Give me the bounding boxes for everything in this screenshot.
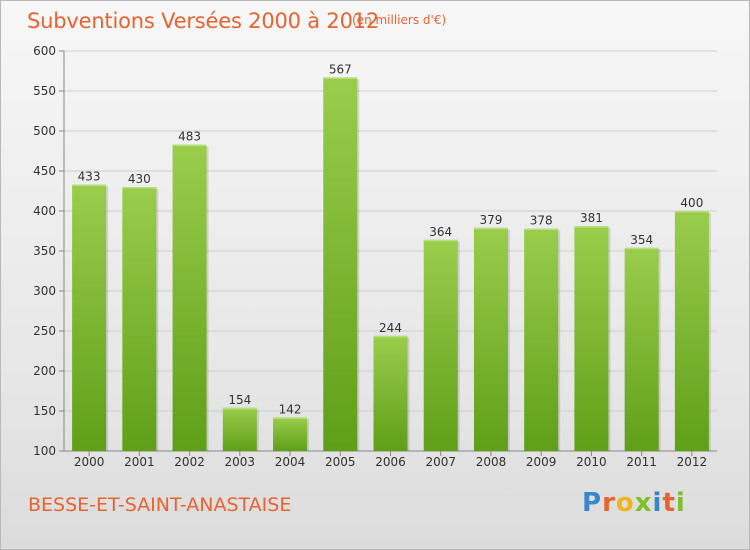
data-label: 381 bbox=[580, 211, 603, 225]
x-tick-label: 2000 bbox=[74, 455, 105, 469]
x-tick-label: 2002 bbox=[174, 455, 205, 469]
x-tick-label: 2001 bbox=[124, 455, 155, 469]
y-tick-label: 600 bbox=[33, 44, 56, 58]
y-tick-label: 500 bbox=[33, 124, 56, 138]
bar-top-edge bbox=[373, 335, 408, 338]
bar-2001 bbox=[122, 187, 157, 451]
chart-unit-note: (en milliers d'€) bbox=[352, 13, 447, 27]
bar-2003 bbox=[222, 407, 257, 451]
y-tick-label: 200 bbox=[33, 364, 56, 378]
bar-top-edge bbox=[122, 187, 157, 189]
label-layer: 433 430 483 154 142 567 244 364 379 378 381 354 400 bbox=[78, 62, 704, 416]
data-label: 142 bbox=[279, 402, 302, 416]
bar-top-edge bbox=[273, 417, 308, 419]
data-label: 244 bbox=[379, 321, 402, 335]
bar-top-edge bbox=[72, 184, 107, 187]
logo-letter: P bbox=[582, 488, 603, 518]
data-label: 430 bbox=[128, 172, 151, 186]
bar-top-edge bbox=[323, 77, 358, 79]
y-tick-label: 150 bbox=[33, 404, 56, 418]
bar-2012 bbox=[674, 211, 709, 451]
bar-2006 bbox=[373, 335, 408, 451]
logo-letter: i bbox=[652, 488, 663, 518]
x-tick-label: 2011 bbox=[626, 455, 657, 469]
y-tick-label: 400 bbox=[33, 204, 56, 218]
logo-letter: i bbox=[675, 488, 686, 518]
bar-2011 bbox=[624, 247, 659, 451]
bar-2002 bbox=[172, 144, 207, 451]
y-tick-label: 350 bbox=[33, 244, 56, 258]
bar-2005 bbox=[323, 77, 358, 452]
bar-2008 bbox=[473, 227, 508, 451]
data-label: 433 bbox=[78, 170, 101, 184]
bar-top-edge bbox=[574, 226, 609, 228]
logo-letter: x bbox=[634, 488, 653, 518]
proxiti-logo[interactable]: Proxiti bbox=[582, 488, 686, 518]
y-tick-label: 250 bbox=[33, 324, 56, 338]
bar-top-edge bbox=[172, 144, 207, 147]
x-tick-label: 2007 bbox=[425, 455, 456, 469]
x-tick-label: 2006 bbox=[375, 455, 406, 469]
data-label: 154 bbox=[228, 393, 251, 407]
x-tick-label: 2008 bbox=[476, 455, 507, 469]
bar-2010 bbox=[574, 226, 609, 451]
data-label: 379 bbox=[480, 213, 503, 227]
x-tick-label: 2009 bbox=[526, 455, 557, 469]
data-label: 567 bbox=[329, 62, 352, 76]
x-tick-label: 2010 bbox=[576, 455, 607, 469]
chart-title: Subventions Versées 2000 à 2012 bbox=[27, 9, 380, 33]
bar-top-edge bbox=[624, 247, 659, 250]
bar-top-edge bbox=[674, 211, 709, 213]
y-tick-label: 300 bbox=[33, 284, 56, 298]
data-label: 400 bbox=[680, 196, 703, 210]
x-tick-label: 2003 bbox=[225, 455, 256, 469]
x-tick-label: 2005 bbox=[325, 455, 356, 469]
y-tick-label: 100 bbox=[33, 444, 56, 458]
x-tick-label: 2012 bbox=[677, 455, 708, 469]
y-tick-label: 450 bbox=[33, 164, 56, 178]
data-label: 378 bbox=[530, 214, 553, 228]
bar-top-edge bbox=[222, 407, 257, 410]
bar-2004 bbox=[273, 417, 308, 451]
x-tick-label: 2004 bbox=[275, 455, 306, 469]
data-label: 483 bbox=[178, 130, 201, 144]
bar-2009 bbox=[524, 228, 559, 451]
logo-letter: r bbox=[602, 488, 616, 518]
data-label: 364 bbox=[429, 225, 452, 239]
bar-top-edge bbox=[524, 228, 559, 231]
bar-2000 bbox=[72, 184, 107, 451]
bar-layer bbox=[72, 77, 711, 452]
y-tick-label: 550 bbox=[33, 84, 56, 98]
bar-2007 bbox=[423, 239, 458, 451]
bar-top-edge bbox=[473, 227, 508, 230]
bar-top-edge bbox=[423, 239, 458, 242]
commune-name: BESSE-ET-SAINT-ANASTAISE bbox=[28, 494, 292, 516]
logo-letter: t bbox=[662, 488, 676, 518]
data-label: 354 bbox=[630, 233, 653, 247]
logo-letter: o bbox=[615, 488, 635, 518]
